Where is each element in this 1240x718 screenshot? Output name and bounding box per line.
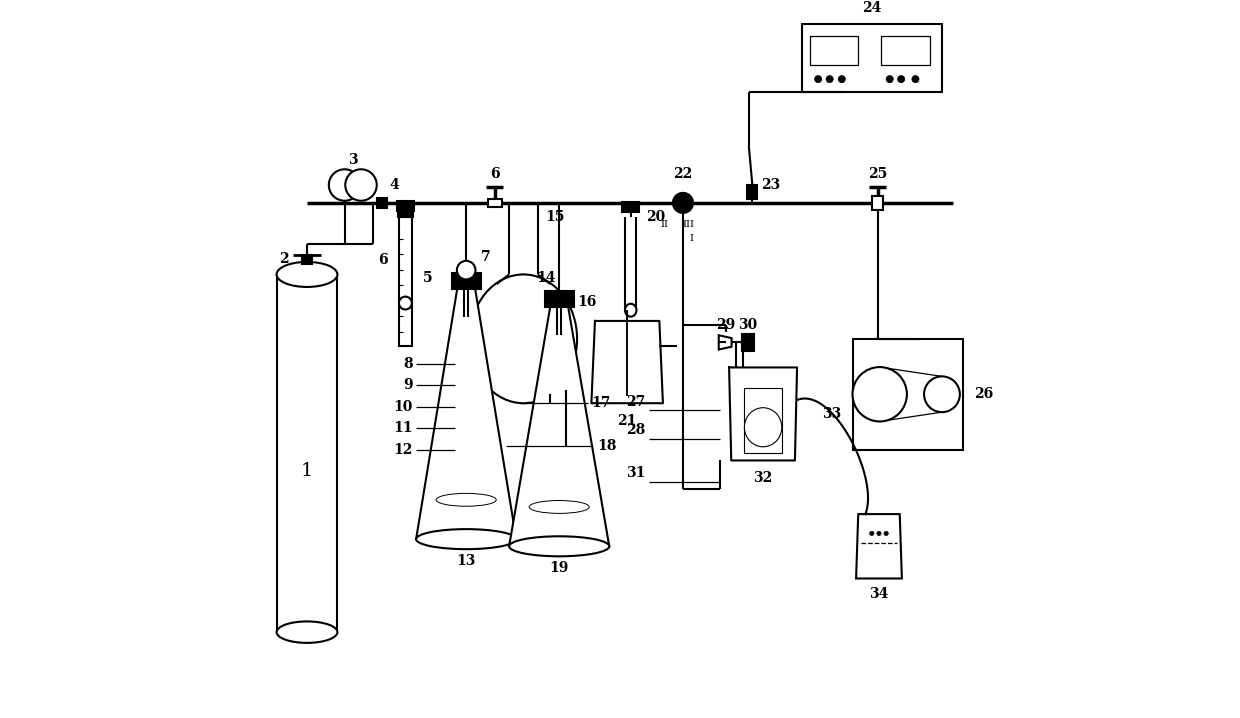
Bar (397, 202, 414, 212)
Bar (303, 255, 312, 264)
Circle shape (887, 75, 893, 83)
Bar (377, 198, 387, 208)
Bar (399, 218, 412, 346)
Text: 3: 3 (348, 153, 358, 167)
Text: 14: 14 (536, 271, 556, 285)
Ellipse shape (277, 262, 337, 287)
Circle shape (924, 376, 960, 412)
Text: 7: 7 (480, 250, 490, 264)
Circle shape (853, 367, 906, 421)
Text: 5: 5 (423, 271, 433, 285)
Ellipse shape (277, 621, 337, 643)
Ellipse shape (625, 304, 636, 317)
Text: 2: 2 (279, 253, 289, 266)
Text: 13: 13 (456, 554, 476, 568)
Text: 30: 30 (739, 317, 758, 332)
Text: 17: 17 (591, 396, 611, 410)
Text: 23: 23 (761, 178, 780, 192)
Text: 29: 29 (717, 317, 735, 332)
Text: 4: 4 (389, 178, 399, 192)
Bar (748, 185, 758, 200)
Polygon shape (719, 335, 732, 350)
Text: 12: 12 (393, 443, 413, 457)
Ellipse shape (436, 493, 496, 506)
Text: 25: 25 (868, 167, 887, 181)
Bar (872, 196, 883, 210)
Text: 24: 24 (863, 1, 882, 15)
Bar (487, 199, 502, 208)
Circle shape (673, 193, 693, 213)
Text: 34: 34 (869, 587, 889, 601)
Bar (544, 291, 574, 307)
Text: 26: 26 (975, 387, 993, 401)
Ellipse shape (417, 529, 516, 549)
Bar (744, 388, 781, 453)
Circle shape (877, 531, 882, 536)
Circle shape (329, 169, 361, 201)
Circle shape (815, 75, 822, 83)
Text: 16: 16 (577, 295, 596, 309)
Ellipse shape (510, 536, 609, 556)
Text: 1: 1 (301, 462, 314, 480)
Text: 6: 6 (490, 167, 500, 181)
Bar (398, 207, 413, 218)
Circle shape (884, 531, 888, 536)
Text: I: I (689, 234, 693, 243)
Circle shape (456, 261, 475, 279)
Text: 15: 15 (544, 210, 564, 224)
Circle shape (838, 75, 846, 83)
Ellipse shape (744, 408, 781, 447)
Ellipse shape (529, 500, 589, 513)
Circle shape (345, 169, 377, 201)
Text: 33: 33 (822, 407, 842, 421)
Text: II: II (661, 220, 668, 229)
Text: 10: 10 (393, 400, 413, 414)
Polygon shape (510, 307, 609, 546)
Text: 6: 6 (378, 253, 387, 267)
Bar (802, 24, 942, 92)
Text: 18: 18 (598, 439, 616, 453)
Bar (853, 339, 963, 449)
Text: III: III (683, 220, 694, 229)
Ellipse shape (470, 274, 577, 404)
Text: 32: 32 (754, 471, 773, 485)
Text: 20: 20 (646, 210, 666, 224)
Bar (277, 274, 337, 632)
Text: 8: 8 (403, 357, 413, 371)
Text: 28: 28 (626, 424, 645, 437)
Bar (743, 334, 754, 351)
Text: 11: 11 (393, 421, 413, 435)
Circle shape (898, 75, 905, 83)
Bar (622, 202, 640, 213)
Text: 19: 19 (549, 561, 569, 575)
Text: 21: 21 (618, 414, 637, 428)
Text: 27: 27 (626, 395, 645, 409)
Text: 22: 22 (673, 167, 693, 181)
Bar (451, 273, 481, 289)
Text: 9: 9 (403, 378, 413, 392)
Circle shape (399, 297, 412, 309)
Circle shape (869, 531, 874, 536)
Circle shape (826, 75, 833, 83)
Bar (882, 36, 930, 65)
Polygon shape (856, 514, 901, 579)
Circle shape (911, 75, 919, 83)
Text: 31: 31 (626, 466, 645, 480)
Bar (810, 36, 858, 65)
Polygon shape (417, 289, 516, 539)
